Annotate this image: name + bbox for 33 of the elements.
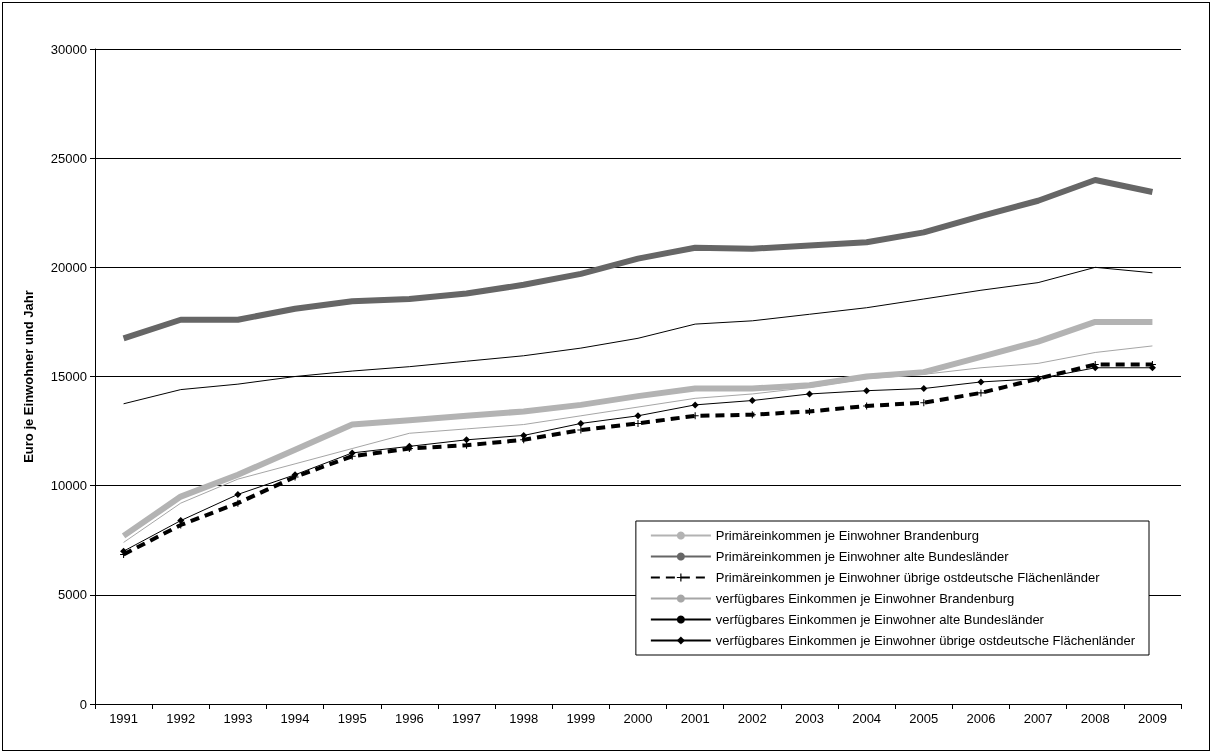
x-tick-label: 2004 xyxy=(852,711,882,726)
legend-label: verfügbares Einkommen je Einwohner alte Bundesländer xyxy=(715,612,1045,627)
legend-label: verfügbares Einkommen je Einwohner übrige ostdeutsche Flächenländer xyxy=(715,633,1136,648)
x-tick-label: 1995 xyxy=(337,711,367,726)
y-tick-label: 15000 xyxy=(50,369,87,384)
x-tick-label: 1998 xyxy=(509,711,539,726)
x-tick-label: 1991 xyxy=(109,711,139,726)
x-tick-label: 2001 xyxy=(680,711,710,726)
y-tick-label: 10000 xyxy=(50,478,87,494)
x-tick-label: 2007 xyxy=(1023,711,1053,726)
legend-label: Primäreinkommen je Einwohner alte Bundesländer xyxy=(715,549,1010,564)
x-tick-label: 1996 xyxy=(394,711,424,726)
x-tick-label: 2005 xyxy=(909,711,939,726)
y-tick-label: 20000 xyxy=(50,259,87,275)
legend-label: verfügbares Einkommen je Einwohner Brandenburg xyxy=(715,591,1015,606)
legend-label: Primäreinkommen je Einwohner übrige ostdeutsche Flächenländer xyxy=(715,570,1101,585)
y-tick-label: 0 xyxy=(79,696,87,712)
x-tick-label: 2009 xyxy=(1137,711,1167,726)
x-tick-label: 1992 xyxy=(166,711,196,726)
x-tick-label: 2002 xyxy=(737,711,767,726)
y-axis-title: Euro je Einwohner und Jahr xyxy=(21,290,36,463)
x-tick-label: 2006 xyxy=(966,711,996,726)
x-tick-label: 2000 xyxy=(623,711,653,726)
y-tick-label: 30000 xyxy=(50,41,87,57)
x-tick-label: 1994 xyxy=(280,711,310,726)
x-tick-label: 1999 xyxy=(566,711,596,726)
x-tick-label: 1997 xyxy=(452,711,481,726)
y-tick-label: 5000 xyxy=(58,587,87,603)
x-tick-label: 2008 xyxy=(1080,711,1110,726)
y-tick-label: 25000 xyxy=(50,150,87,166)
x-tick-label: 2003 xyxy=(795,711,824,726)
legend-label: Primäreinkommen je Einwohner Brandenburg xyxy=(715,528,979,543)
x-tick-label: 1993 xyxy=(223,711,253,726)
